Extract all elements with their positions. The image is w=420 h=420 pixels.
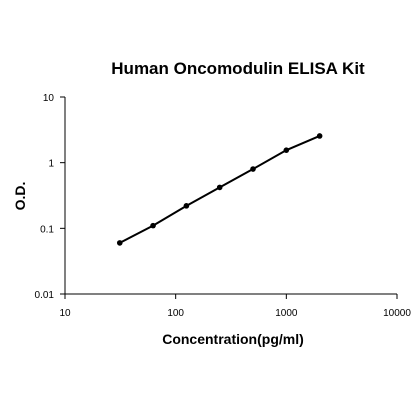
data-point bbox=[316, 133, 323, 139]
data-point bbox=[183, 203, 190, 209]
x-axis-label: Concentration(pg/ml) bbox=[162, 331, 304, 347]
x-tick-label: 1000 bbox=[275, 308, 298, 319]
x-tick-label: 10 bbox=[59, 308, 71, 319]
data-point bbox=[250, 166, 256, 172]
x-tick-label: 10000 bbox=[383, 308, 411, 319]
x-tick-label: 100 bbox=[167, 308, 184, 319]
y-tick-label: 0.01 bbox=[35, 290, 55, 301]
data-point bbox=[216, 184, 223, 191]
y-tick-label: 0.1 bbox=[40, 224, 54, 235]
chart-title: Human Oncomodulin ELISA Kit bbox=[111, 59, 365, 78]
data-point bbox=[116, 240, 123, 246]
y-tick-label: 1 bbox=[48, 159, 54, 170]
data-point bbox=[150, 222, 156, 229]
y-axis-label: O.D. bbox=[12, 182, 28, 211]
data-point bbox=[283, 147, 290, 153]
y-tick-label: 10 bbox=[43, 93, 55, 104]
